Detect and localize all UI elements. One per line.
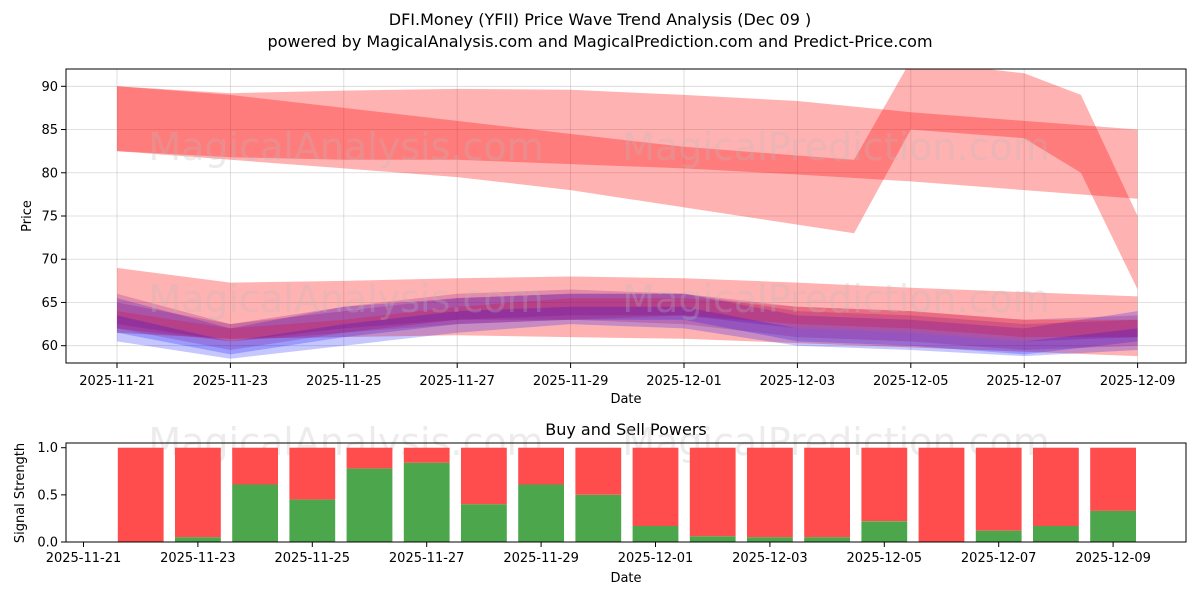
sell-power-bar (117, 447, 164, 542)
price-xtick-label: 2025-11-21 (79, 374, 155, 389)
power-ylabel: Signal Strength (13, 443, 28, 543)
power-xtick-label: 2025-11-29 (503, 551, 579, 566)
power-xtick-label: 2025-12-07 (961, 551, 1037, 566)
power-bars (117, 447, 1136, 542)
sell-power-bar (1090, 447, 1136, 511)
red-wave-band-3 (117, 267, 1138, 357)
sell-power-bar (1033, 447, 1079, 526)
sell-power-bar (747, 447, 793, 538)
buy-power-bar (1033, 526, 1079, 542)
price-xtick-label: 2025-12-05 (873, 374, 949, 389)
blue-wave-band-4 (117, 306, 1138, 359)
sell-power-bar (975, 447, 1022, 531)
power-title: Buy and Sell Powers (545, 420, 707, 439)
price-ytick-label: 75 (41, 210, 58, 225)
power-xtick-label: 2025-11-21 (46, 551, 122, 566)
sell-power-bar (689, 447, 736, 537)
buy-power-bar (1090, 510, 1136, 542)
price-xtick-label: 2025-11-29 (533, 374, 609, 389)
sell-power-bar (461, 447, 507, 505)
chart-subtitle: powered by MagicalAnalysis.com and Magic… (267, 32, 932, 51)
price-grid (66, 69, 1186, 363)
buy-power-bar (232, 484, 278, 542)
price-ytick-label: 65 (41, 296, 58, 311)
sell-power-bar (861, 447, 908, 522)
power-xtick-label: 2025-12-03 (732, 551, 808, 566)
buy-power-bar (804, 537, 850, 542)
price-ylabel: Price (20, 200, 35, 232)
price-axes: 60 65 70 75 80 85 90 2025-11-21 2025-11-23 2025-1… (41, 80, 1175, 389)
sell-power-bar (632, 447, 679, 526)
price-xlabel: Date (610, 392, 641, 407)
power-xtick-label: 2025-12-09 (1075, 551, 1151, 566)
sell-power-bar (804, 447, 850, 538)
price-xtick-label: 2025-11-23 (193, 374, 269, 389)
buy-power-bar (632, 526, 679, 542)
buy-power-bar (689, 536, 736, 542)
price-ytick-label: 80 (41, 166, 58, 181)
sell-power-bar (518, 447, 564, 485)
buy-power-bar (518, 484, 564, 542)
watermark-1: MagicalAnalysis.com (148, 125, 543, 169)
power-xtick-label: 2025-12-01 (618, 551, 694, 566)
purple-wave-band-2 (117, 293, 1138, 342)
watermark-2: MagicalPrediction.com (622, 125, 1050, 169)
price-xtick-label: 2025-11-25 (306, 374, 382, 389)
power-ytick-label: 0.5 (37, 488, 58, 503)
power-ytick-label: 1.0 (37, 441, 58, 456)
watermark-3: MagicalAnalysis.com (148, 277, 543, 321)
sell-power-bar (232, 447, 278, 485)
price-ytick-label: 90 (41, 80, 58, 95)
red-wave-band-1 (117, 86, 1138, 199)
power-xtick-label: 2025-12-05 (847, 551, 923, 566)
red-wave-band-2 (117, 69, 1138, 290)
power-xtick-label: 2025-11-23 (160, 551, 236, 566)
chart-title: DFI.Money (YFII) Price Wave Trend Analys… (389, 10, 811, 29)
watermark-4: MagicalPrediction.com (622, 277, 1050, 321)
buy-power-bar (575, 494, 622, 542)
red-wave-band-3 (117, 298, 1138, 342)
price-xtick-label: 2025-11-27 (419, 374, 495, 389)
sell-power-bar (175, 447, 221, 538)
price-bands (117, 69, 1138, 359)
power-axes: 0.0 0.5 1.0 2025-11-21 2025-11-23 2025-11-25 2… (37, 441, 1151, 566)
price-ytick-label: 70 (41, 253, 58, 268)
price-ytick-label: 60 (41, 339, 58, 354)
price-xtick-label: 2025-12-09 (1100, 374, 1176, 389)
sell-power-bar (289, 447, 336, 500)
price-xtick-label: 2025-12-03 (760, 374, 836, 389)
buy-power-bar (975, 530, 1022, 542)
buy-power-bar (289, 499, 336, 542)
power-ytick-label: 0.0 (37, 536, 58, 551)
power-panel: Buy and Sell Powers MagicalAnalysis.com … (13, 420, 1187, 586)
power-xtick-label: 2025-11-27 (389, 551, 465, 566)
buy-power-bar (861, 521, 908, 542)
purple-wave-band-5 (117, 289, 1138, 350)
buy-power-bar (346, 468, 393, 542)
buy-power-bar (403, 462, 450, 542)
price-panel: MagicalAnalysis.com MagicalPrediction.co… (20, 68, 1187, 407)
sell-power-bar (918, 447, 965, 542)
power-plot-frame (65, 442, 1187, 543)
price-ytick-label: 85 (41, 123, 58, 138)
price-xtick-label: 2025-12-07 (986, 374, 1062, 389)
sell-power-bar (575, 447, 622, 495)
price-xtick-label: 2025-12-01 (646, 374, 722, 389)
buy-power-bar (461, 504, 507, 542)
sell-power-bar (403, 447, 450, 463)
sell-power-bar (346, 447, 393, 469)
power-xtick-label: 2025-11-25 (275, 551, 351, 566)
buy-power-bar (175, 537, 221, 542)
blue-wave-band-1 (117, 293, 1138, 355)
buy-power-bar (747, 537, 793, 542)
power-xlabel: Date (610, 571, 641, 586)
